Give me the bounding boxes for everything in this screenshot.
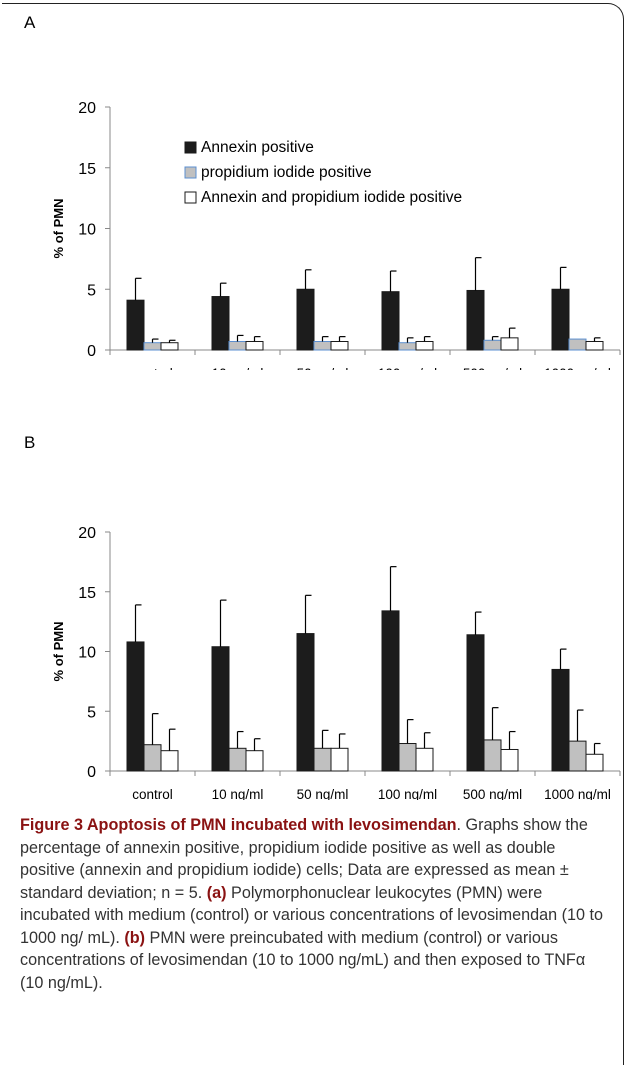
chart-panel-b: 0 5 10 15 20 % of PMN control 10 ng/ml 50 ng/ml 1… xyxy=(51,525,621,800)
bar-series-3 xyxy=(585,340,604,351)
bar-series-1 xyxy=(466,289,485,351)
bar-series-1 xyxy=(551,668,570,772)
y-tick-label: 5 xyxy=(87,282,96,299)
bar-series-3 xyxy=(585,753,604,772)
bar-series-1 xyxy=(296,288,315,351)
x-tick-label: 100 ng/ml xyxy=(378,366,437,370)
figure-caption: Figure 3 Apoptosis of PMN incubated with… xyxy=(20,814,610,994)
y-axis-label: % of PMN xyxy=(51,622,66,682)
bar-series-2 xyxy=(313,340,332,351)
bar-series-1 xyxy=(296,633,315,772)
y-tick-label: 15 xyxy=(78,585,96,602)
x-tick-label: 10 ng/ml xyxy=(212,787,264,800)
x-tick-label: 1000 ng/ml xyxy=(544,366,611,370)
bar-series-2 xyxy=(483,739,502,772)
bar-series-1 xyxy=(381,291,400,351)
bar-series-2 xyxy=(568,740,587,772)
y-tick-label: 15 xyxy=(78,161,96,178)
legend-entry-3: Annexin and propidium iodide positive xyxy=(201,189,462,206)
y-tick-label: 5 xyxy=(87,704,96,721)
bar-series-3 xyxy=(160,342,179,351)
caption-text-3: PMN were preincubated with medium (contr… xyxy=(20,928,586,992)
legend-swatch-2 xyxy=(184,166,197,179)
y-tick-label: 20 xyxy=(78,525,96,542)
bar-series-3 xyxy=(245,340,264,351)
x-tick-label: 100 ng/ml xyxy=(378,787,437,800)
y-tick-label: 20 xyxy=(78,100,96,117)
bar-series-1 xyxy=(126,641,145,772)
bar-series-3 xyxy=(330,340,349,351)
caption-tag-b: (b) xyxy=(124,928,146,947)
bar-series-1 xyxy=(126,299,145,351)
bar-series-2 xyxy=(313,747,332,772)
legend-entry-1: Annexin positive xyxy=(201,139,314,156)
y-tick-label: 10 xyxy=(78,222,96,239)
bar-series-2 xyxy=(568,338,587,351)
caption-title-end: . xyxy=(456,816,462,834)
bar-series-1 xyxy=(466,634,485,772)
x-tick-label: 50 ng/ml xyxy=(297,366,349,370)
bar-series-2 xyxy=(143,342,162,351)
bar-series-2 xyxy=(228,340,247,351)
bar-series-3 xyxy=(500,748,519,772)
bar-series-3 xyxy=(245,750,264,772)
legend-swatch-1 xyxy=(184,141,197,154)
x-tick-label: control xyxy=(132,787,173,800)
bar-series-3 xyxy=(500,337,519,351)
x-tick-label: 50 ng/ml xyxy=(297,787,349,800)
x-tick-label: 1000 ng/ml xyxy=(544,787,611,800)
bar-series-3 xyxy=(160,750,179,772)
bar-series-1 xyxy=(381,610,400,772)
legend-swatch-3 xyxy=(184,191,197,204)
panel-label-a: A xyxy=(24,13,36,32)
chart-panel-a: 0 5 10 15 20 % of PMN control 10 ng/ml 50 ng/ml 1… xyxy=(51,100,621,370)
caption-tag-a: (a) xyxy=(206,883,227,902)
bar-series-1 xyxy=(211,296,230,351)
y-tick-label: 0 xyxy=(87,764,96,781)
bar-series-1 xyxy=(551,288,570,351)
x-tick-label: 500 ng/ml xyxy=(463,366,522,370)
caption-title: Figure 3 Apoptosis of PMN incubated with… xyxy=(20,816,457,834)
x-tick-label: 500 ng/ml xyxy=(463,787,522,800)
y-tick-label: 0 xyxy=(87,343,96,360)
x-tick-label: control xyxy=(132,366,173,370)
x-tick-label: 10 ng/ml xyxy=(212,366,264,370)
bar-series-2 xyxy=(398,342,417,351)
caption-text-1: Graphs show the percentage of annexin po… xyxy=(20,816,588,902)
y-axis-label: % of PMN xyxy=(51,199,66,259)
bar-series-2 xyxy=(483,339,502,351)
panel-label-b: B xyxy=(24,433,36,452)
y-tick-label: 10 xyxy=(78,645,96,662)
caption-text-2: Polymorphonuclear leukocytes (PMN) were … xyxy=(20,883,604,947)
figure-frame xyxy=(2,3,624,1065)
bar-series-3 xyxy=(330,747,349,772)
bar-series-2 xyxy=(398,743,417,772)
legend-entry-2: propidium iodide positive xyxy=(201,164,372,181)
bar-series-1 xyxy=(211,646,230,772)
bar-series-2 xyxy=(228,747,247,772)
bar-series-2 xyxy=(143,744,162,772)
bar-series-3 xyxy=(415,747,434,772)
bar-series-3 xyxy=(415,340,434,351)
